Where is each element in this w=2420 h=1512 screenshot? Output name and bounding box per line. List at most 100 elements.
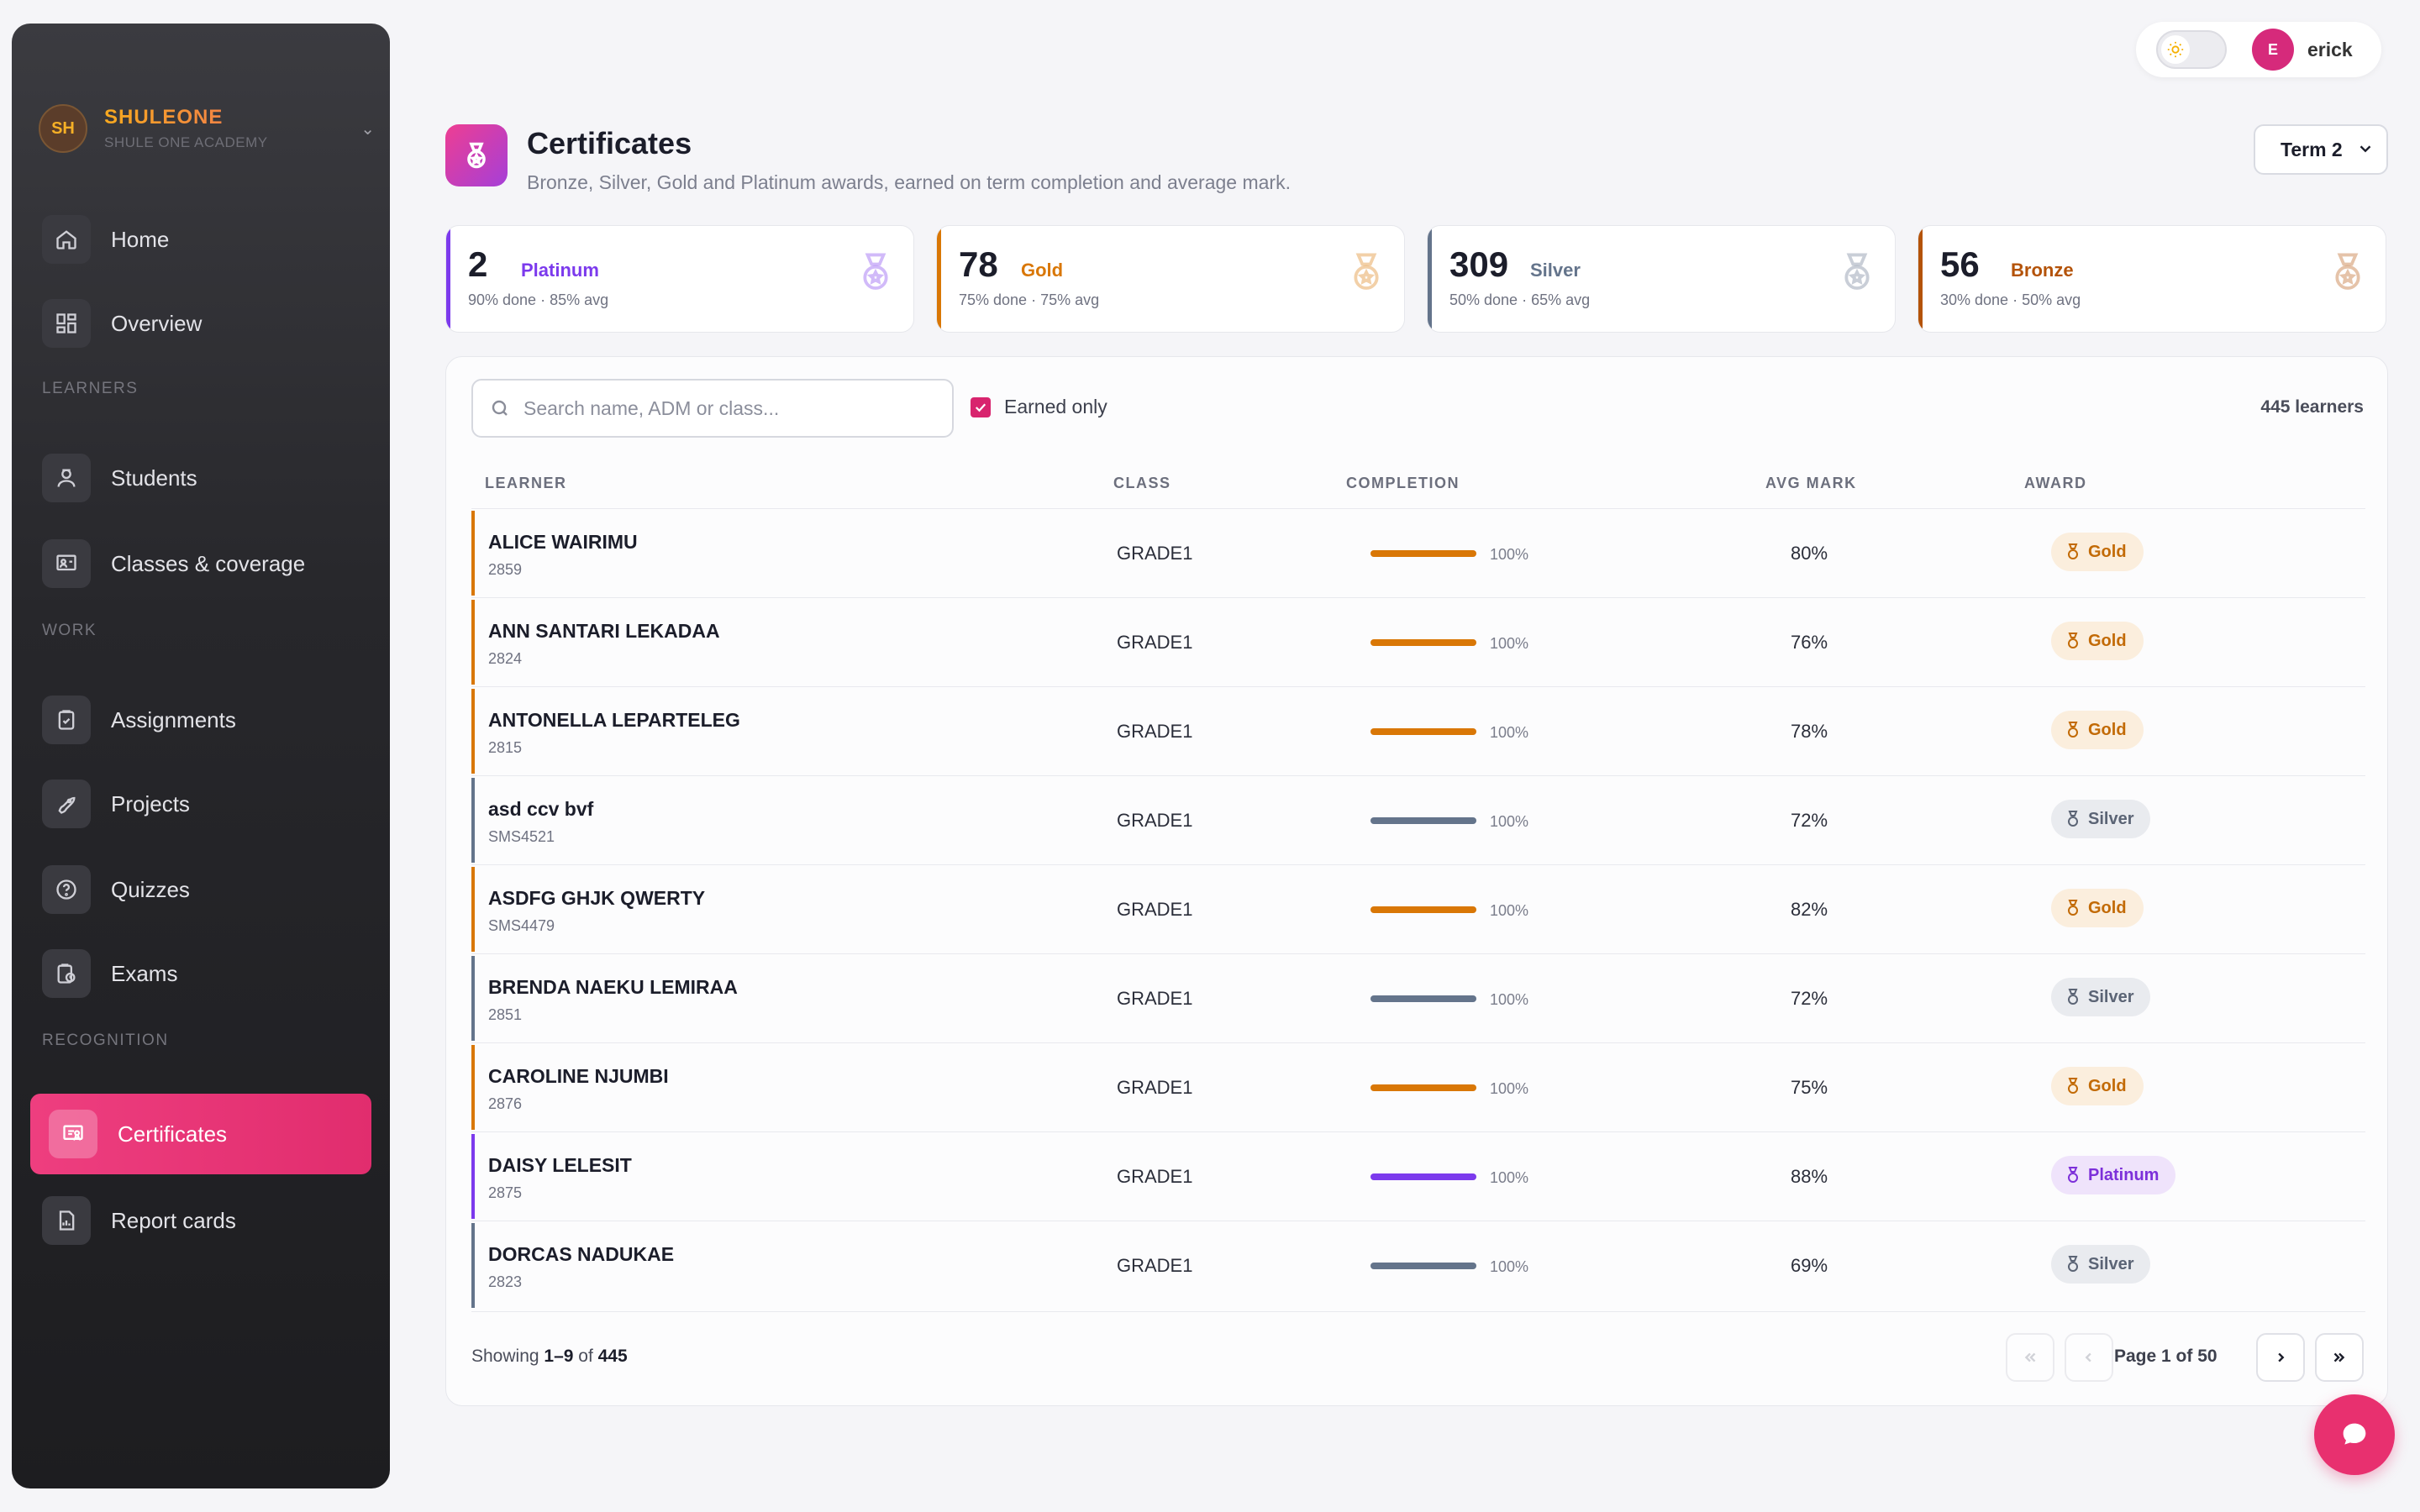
award-badge: Silver [2051, 1245, 2151, 1284]
table-row[interactable]: ANTONELLA LEPARTELEG 2815 GRADE1 100% 78… [471, 686, 2365, 775]
row-award-accent [471, 1134, 475, 1219]
nav-classes[interactable]: Classes & coverage [42, 534, 378, 593]
learner-class: GRADE1 [1117, 721, 1193, 742]
learner-name: ANN SANTARI LEKADAA [488, 620, 720, 642]
section-recognition: RECOGNITION [42, 1032, 169, 1049]
medal-icon [1844, 253, 1870, 290]
nav-home[interactable]: Home [42, 210, 378, 269]
learner-name: ASDFG GHJK QWERTY [488, 887, 706, 909]
stat-count: 78 [959, 244, 998, 284]
stat-accent [1428, 226, 1432, 332]
learner-adm: 2823 [488, 1273, 523, 1290]
showing-range: 1–9 [544, 1347, 574, 1366]
learner-name: BRENDA NAEKU LEMIRAA [488, 976, 738, 998]
nav-overview[interactable]: Overview [42, 294, 378, 353]
report-chart-icon [42, 1196, 91, 1245]
table-row[interactable]: asd ccv bvf SMS4521 GRADE1 100% 72% Silv… [471, 775, 2365, 864]
showing-summary: Showing 1–9 of 445 [471, 1347, 628, 1367]
nav-certificates[interactable]: Certificates [30, 1094, 371, 1174]
medal-icon [2068, 633, 2078, 648]
learner-name: ANTONELLA LEPARTELEG [488, 709, 740, 731]
stat-card-silver: 309 Silver 50% done · 65% avg [1427, 225, 1896, 333]
earned-only-checkbox[interactable] [971, 396, 991, 417]
col-header-class: CLASS [1113, 475, 1171, 491]
stat-card-gold: 78 Gold 75% done · 75% avg [936, 225, 1405, 333]
award-badge: Silver [2051, 978, 2151, 1016]
avg-mark: 88% [1791, 1166, 1828, 1187]
completion-bar-fill [1370, 995, 1476, 1002]
stat-tier-name: Silver [1530, 260, 1581, 281]
table-row[interactable]: ALICE WAIRIMU 2859 GRADE1 100% 80% Gold [471, 508, 2365, 597]
nav-report-cards[interactable]: Report cards [42, 1191, 378, 1250]
prev-page-button[interactable] [2065, 1333, 2113, 1382]
learner-adm: 2815 [488, 739, 523, 756]
table-row[interactable]: DAISY LELESIT 2875 GRADE1 100% 88% Plati… [471, 1131, 2365, 1221]
completion-bar [1370, 1263, 1476, 1269]
last-page-button[interactable] [2315, 1333, 2364, 1382]
table-row[interactable]: DORCAS NADUKAE 2823 GRADE1 100% 69% Silv… [471, 1221, 2365, 1310]
user-avatar[interactable]: E [2252, 29, 2294, 71]
medal-icon [2068, 1078, 2078, 1094]
learner-name: asd ccv bvf [488, 798, 594, 820]
completion-bar-fill [1370, 1263, 1476, 1269]
nav-assignments-label: Assignments [111, 706, 236, 732]
term-select[interactable]: Term 2 [2254, 124, 2388, 175]
nav-quizzes[interactable]: Quizzes [42, 860, 378, 919]
learner-name: CAROLINE NJUMBI [488, 1065, 669, 1087]
learner-name: ALICE WAIRIMU [488, 531, 638, 553]
completion-bar [1370, 1173, 1476, 1180]
completion-bar-fill [1370, 550, 1476, 557]
theme-toggle[interactable] [2156, 30, 2227, 69]
search-icon [492, 400, 508, 416]
medal-icon [2068, 989, 2078, 1005]
medal-icon [2335, 253, 2360, 290]
search-input[interactable] [523, 396, 927, 420]
chevron-down-icon [2360, 145, 2371, 153]
medal-icon [863, 253, 888, 290]
nav-assignments[interactable]: Assignments [42, 690, 378, 749]
award-label: Gold [2088, 631, 2127, 650]
school-subtitle: SHULE ONE ACADEMY [104, 134, 268, 150]
stat-meta: 75% done · 75% avg [959, 291, 1100, 308]
table-row[interactable]: CAROLINE NJUMBI 2876 GRADE1 100% 75% Gol… [471, 1042, 2365, 1131]
stat-accent [1918, 226, 1923, 332]
row-award-accent [471, 778, 475, 863]
learner-adm: 2875 [488, 1184, 523, 1201]
award-badge: Gold [2051, 1067, 2144, 1105]
completion-percent: 100% [1490, 902, 1529, 919]
learner-class: GRADE1 [1117, 1166, 1193, 1187]
completion-bar-fill [1370, 817, 1476, 824]
learner-adm: SMS4521 [488, 828, 555, 845]
avg-mark: 75% [1791, 1077, 1828, 1098]
nav-students[interactable]: Students [42, 449, 378, 507]
rocket-icon [42, 780, 91, 828]
table-row[interactable]: BRENDA NAEKU LEMIRAA 2851 GRADE1 100% 72… [471, 953, 2365, 1042]
user-name[interactable]: erick [2307, 38, 2353, 60]
next-page-button[interactable] [2256, 1333, 2305, 1382]
completion-percent: 100% [1490, 546, 1529, 563]
completion-bar [1370, 550, 1476, 557]
chevrons-left-icon [2024, 1352, 2036, 1362]
table-row[interactable]: ASDFG GHJK QWERTY SMS4479 GRADE1 100% 82… [471, 864, 2365, 953]
first-page-button[interactable] [2006, 1333, 2054, 1382]
search-box[interactable] [471, 379, 954, 438]
row-award-accent [471, 689, 475, 774]
stat-meta: 90% done · 85% avg [468, 291, 609, 308]
showing-prefix: Showing [471, 1347, 544, 1366]
nav-projects[interactable]: Projects [42, 774, 378, 833]
earned-only-filter[interactable]: Earned only [971, 396, 1107, 418]
school-switcher[interactable]: SH SHULEONE SHULE ONE ACADEMY ⌄ [39, 91, 375, 166]
nav-classes-label: Classes & coverage [111, 550, 306, 576]
table-row[interactable]: ANN SANTARI LEKADAA 2824 GRADE1 100% 76%… [471, 597, 2365, 686]
award-label: Silver [2088, 987, 2134, 1006]
learner-class: GRADE1 [1117, 632, 1193, 653]
student-icon [42, 454, 91, 502]
nav-report-cards-label: Report cards [111, 1207, 236, 1233]
learner-adm: 2824 [488, 650, 523, 667]
learner-class: GRADE1 [1117, 1077, 1193, 1098]
chat-button[interactable] [2314, 1394, 2395, 1475]
completion-bar [1370, 1084, 1476, 1091]
medal-icon [2068, 811, 2078, 827]
award-label: Silver [2088, 809, 2134, 828]
nav-exams[interactable]: Exams [42, 944, 378, 1003]
